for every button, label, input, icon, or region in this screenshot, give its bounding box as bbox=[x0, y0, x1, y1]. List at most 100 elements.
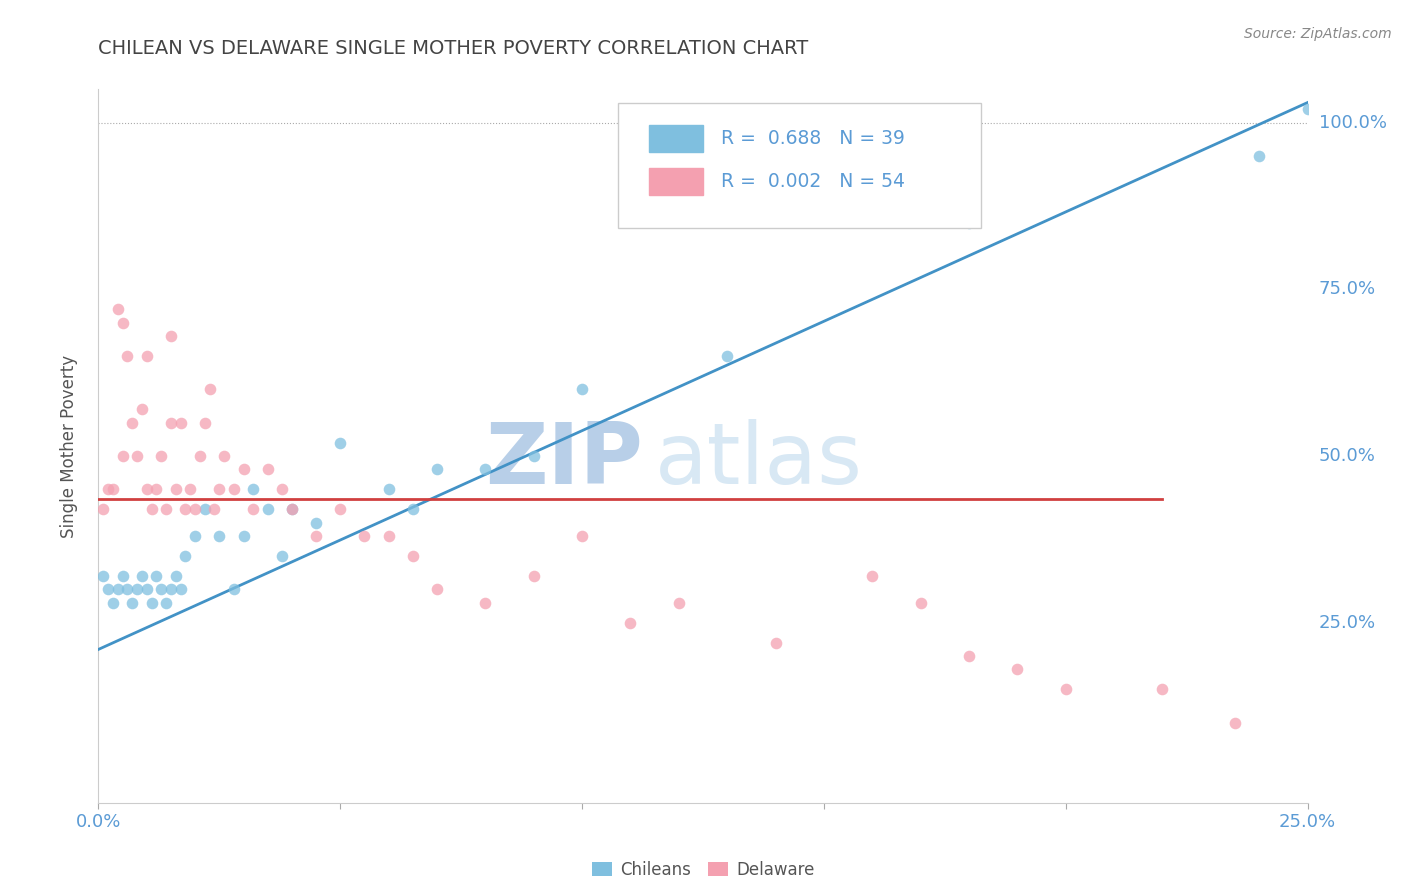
Point bbox=[523, 449, 546, 463]
Point bbox=[160, 582, 183, 597]
Legend: Chileans, Delaware: Chileans, Delaware bbox=[583, 853, 823, 888]
Text: 50.0%: 50.0% bbox=[1319, 447, 1375, 465]
Text: CHILEAN VS DELAWARE SINGLE MOTHER POVERTY CORRELATION CHART: CHILEAN VS DELAWARE SINGLE MOTHER POVERT… bbox=[98, 39, 808, 58]
Y-axis label: Single Mother Poverty: Single Mother Poverty bbox=[59, 354, 77, 538]
Point bbox=[1296, 102, 1319, 116]
Point bbox=[619, 615, 641, 630]
Point bbox=[135, 582, 157, 597]
Text: 75.0%: 75.0% bbox=[1319, 280, 1376, 298]
Text: R =  0.002   N = 54: R = 0.002 N = 54 bbox=[721, 172, 905, 191]
Point bbox=[571, 529, 593, 543]
Point bbox=[860, 569, 883, 583]
Point bbox=[222, 582, 245, 597]
Point bbox=[150, 582, 173, 597]
Point bbox=[155, 596, 177, 610]
Text: ZIP: ZIP bbox=[485, 418, 643, 502]
Point bbox=[174, 549, 197, 563]
Point bbox=[145, 569, 167, 583]
Point bbox=[957, 216, 980, 230]
Point bbox=[174, 502, 197, 516]
Point bbox=[271, 483, 294, 497]
Point bbox=[97, 582, 120, 597]
Point bbox=[131, 569, 153, 583]
Point bbox=[402, 502, 425, 516]
Point bbox=[150, 449, 173, 463]
Text: 100.0%: 100.0% bbox=[1319, 113, 1386, 131]
Bar bbox=[648, 125, 703, 152]
Point bbox=[155, 502, 177, 516]
Point bbox=[117, 349, 139, 363]
Bar bbox=[648, 168, 703, 194]
Point bbox=[1223, 715, 1246, 730]
Point bbox=[208, 529, 231, 543]
Text: R =  0.688   N = 39: R = 0.688 N = 39 bbox=[721, 129, 905, 148]
Point bbox=[141, 596, 163, 610]
Point bbox=[1152, 682, 1174, 697]
Text: Source: ZipAtlas.com: Source: ZipAtlas.com bbox=[1244, 27, 1392, 41]
Point bbox=[194, 502, 217, 516]
Point bbox=[179, 483, 201, 497]
Point bbox=[281, 502, 304, 516]
Point bbox=[91, 502, 114, 516]
Point bbox=[426, 582, 449, 597]
Point bbox=[145, 483, 167, 497]
Point bbox=[222, 483, 245, 497]
Point bbox=[208, 483, 231, 497]
Point bbox=[242, 483, 264, 497]
Point bbox=[135, 349, 157, 363]
Point bbox=[716, 349, 738, 363]
Point bbox=[212, 449, 235, 463]
Point bbox=[160, 416, 183, 430]
Point bbox=[117, 582, 139, 597]
Point bbox=[1007, 662, 1029, 676]
Point bbox=[329, 435, 352, 450]
Point bbox=[97, 483, 120, 497]
Point bbox=[91, 569, 114, 583]
Point bbox=[127, 582, 149, 597]
Point bbox=[474, 462, 496, 476]
FancyBboxPatch shape bbox=[619, 103, 981, 228]
Point bbox=[127, 449, 149, 463]
Point bbox=[377, 529, 399, 543]
Text: atlas: atlas bbox=[655, 418, 863, 502]
Point bbox=[910, 596, 932, 610]
Point bbox=[765, 636, 787, 650]
Point bbox=[184, 529, 207, 543]
Point bbox=[256, 462, 278, 476]
Point bbox=[402, 549, 425, 563]
Text: 25.0%: 25.0% bbox=[1319, 614, 1376, 632]
Point bbox=[1054, 682, 1077, 697]
Point bbox=[377, 483, 399, 497]
Point bbox=[101, 596, 124, 610]
Point bbox=[111, 449, 134, 463]
Point bbox=[232, 462, 254, 476]
Point bbox=[957, 649, 980, 664]
Point bbox=[165, 483, 187, 497]
Point bbox=[256, 502, 278, 516]
Point bbox=[426, 462, 449, 476]
Point bbox=[194, 416, 217, 430]
Point bbox=[281, 502, 304, 516]
Point bbox=[523, 569, 546, 583]
Point bbox=[111, 569, 134, 583]
Point bbox=[121, 596, 143, 610]
Point bbox=[141, 502, 163, 516]
Point bbox=[474, 596, 496, 610]
Point bbox=[165, 569, 187, 583]
Point bbox=[107, 582, 129, 597]
Point bbox=[1249, 149, 1271, 163]
Point bbox=[198, 382, 221, 396]
Point bbox=[271, 549, 294, 563]
Point bbox=[135, 483, 157, 497]
Point bbox=[169, 416, 191, 430]
Point bbox=[232, 529, 254, 543]
Point bbox=[204, 502, 226, 516]
Point bbox=[169, 582, 191, 597]
Point bbox=[111, 316, 134, 330]
Point bbox=[571, 382, 593, 396]
Point bbox=[242, 502, 264, 516]
Point bbox=[668, 596, 690, 610]
Point bbox=[121, 416, 143, 430]
Point bbox=[184, 502, 207, 516]
Point bbox=[107, 302, 129, 317]
